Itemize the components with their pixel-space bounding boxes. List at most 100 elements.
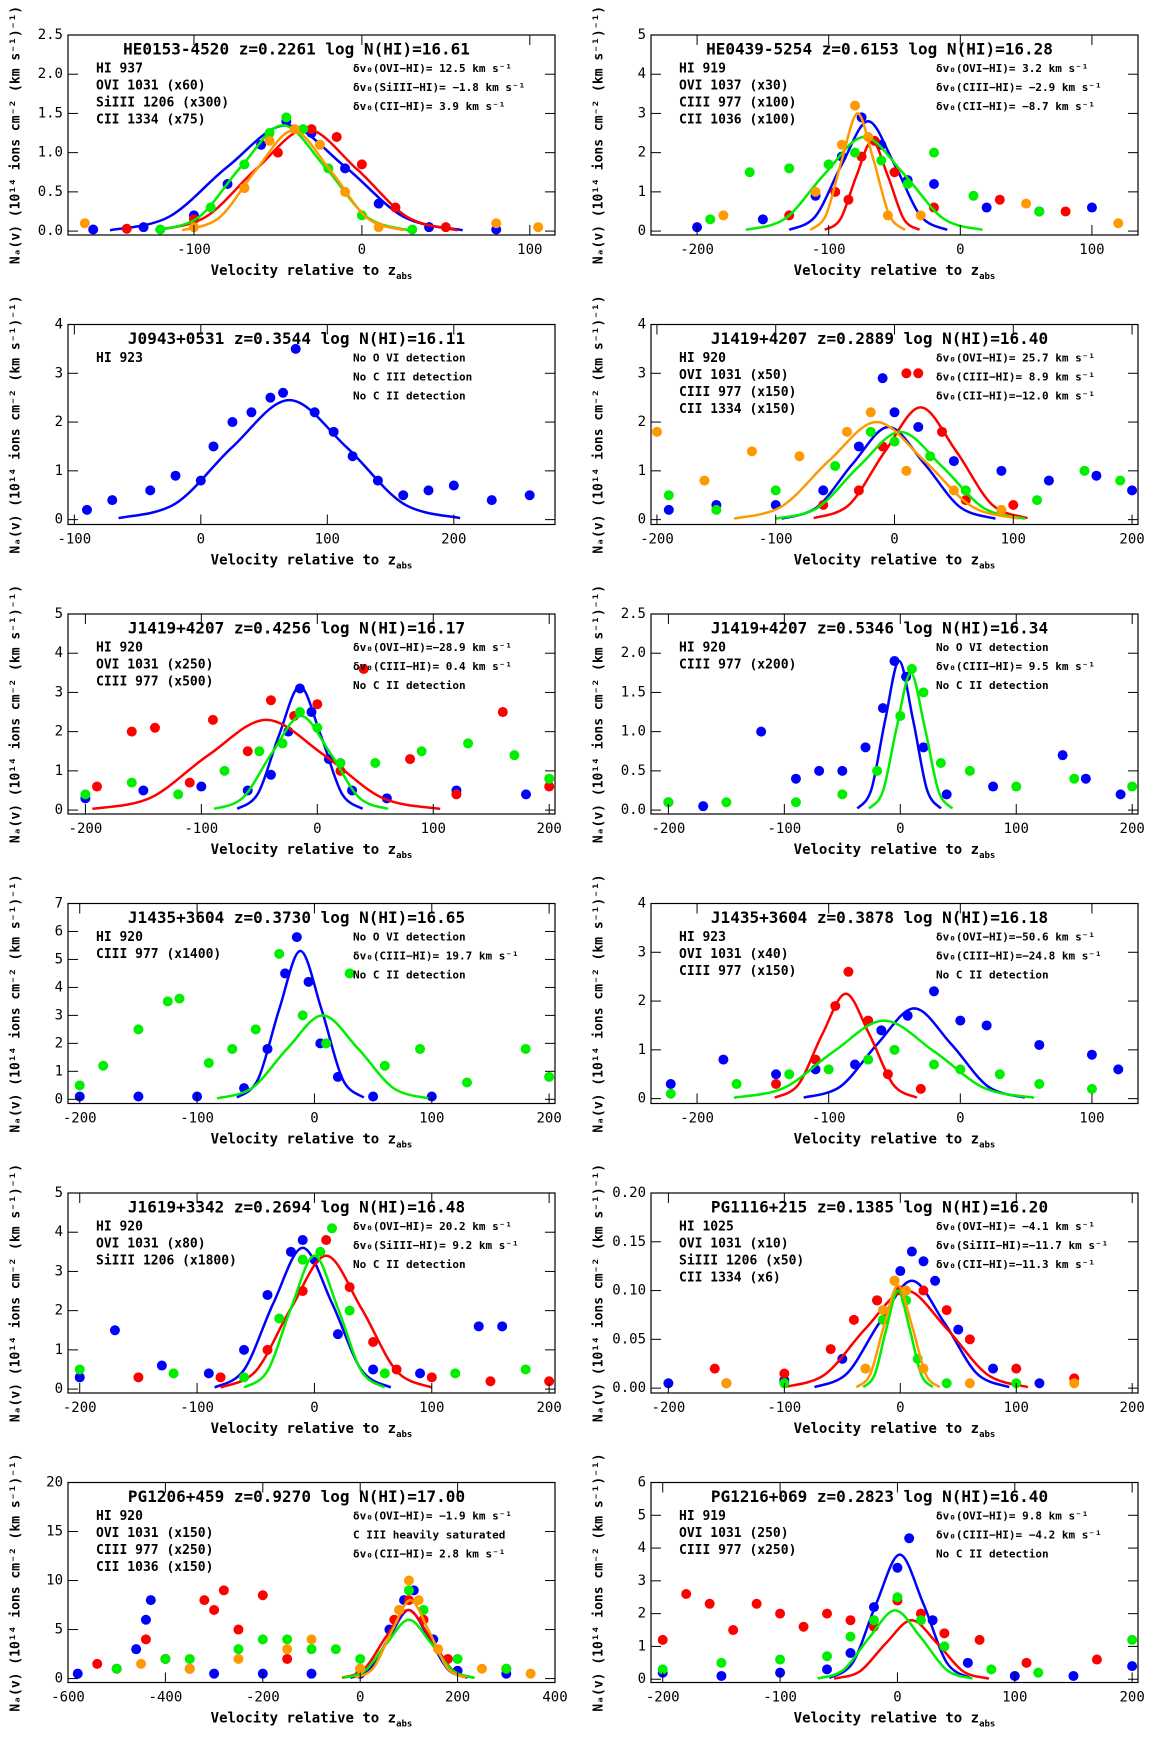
plot-area <box>692 100 1124 233</box>
legend-entry: OVI 1031 (x80) <box>96 1237 206 1252</box>
x-tick-label: 100 <box>1004 1400 1029 1416</box>
data-point <box>731 1078 742 1089</box>
legend-entry: HI 920 <box>679 641 726 656</box>
x-tick-label: -100 <box>812 1111 846 1127</box>
legend-entry: HI 920 <box>679 351 726 366</box>
y-tick-label: 2.0 <box>38 66 63 82</box>
legend-entry: OVI 1031 (250) <box>679 1526 789 1541</box>
annotation: No C II detection <box>353 1258 466 1271</box>
x-tick-label: -200 <box>63 1111 97 1127</box>
annotation: No C II detection <box>353 969 466 982</box>
x-tick-label: 100 <box>1001 532 1026 548</box>
panel-title: PG1206+459 z=0.9270 log N(HI)=17.00 <box>128 1487 465 1506</box>
y-tick-label: 4 <box>638 1540 646 1556</box>
data-point <box>843 966 854 977</box>
data-point <box>1034 206 1045 217</box>
data-point <box>501 1663 512 1674</box>
legend-entry: SiIII 1206 (x50) <box>679 1254 804 1269</box>
y-tick-label: 2 <box>638 1606 646 1622</box>
y-tick-label: 5 <box>638 1507 646 1523</box>
x-tick-label: 0 <box>896 1400 904 1416</box>
y-axis-label: Nₐ(v) (10¹⁴ ions cm⁻² (km s⁻¹)⁻¹) <box>9 585 24 843</box>
data-point <box>416 746 427 757</box>
annotation: No O VI detection <box>353 352 466 365</box>
data-point <box>133 1372 144 1383</box>
data-point <box>91 781 102 792</box>
y-tick-label: 4 <box>638 896 646 912</box>
data-point <box>850 100 861 111</box>
legend-entry: SiIII 1206 (x1800) <box>96 1254 237 1269</box>
x-axis-label-sub: abs <box>396 561 412 571</box>
legend-entry: HI 923 <box>96 351 143 366</box>
y-tick-label: 0 <box>638 1091 646 1107</box>
data-point <box>981 202 992 213</box>
data-point <box>996 465 1007 476</box>
data-point <box>265 769 276 780</box>
plot-area <box>663 656 1138 812</box>
x-tick-label: 200 <box>536 1111 561 1127</box>
data-point <box>306 1644 317 1655</box>
x-axis-label: Velocity relative to zabs <box>794 842 996 861</box>
data-point <box>825 1344 836 1355</box>
x-tick-label: -100 <box>57 532 91 548</box>
data-point <box>174 993 185 1004</box>
y-tick-label: 2 <box>55 724 63 740</box>
data-point <box>928 1059 939 1070</box>
data-point <box>242 746 253 757</box>
data-point <box>461 1077 472 1088</box>
data-point <box>107 495 118 506</box>
y-tick-label: 7 <box>55 896 63 912</box>
legend-entry: CIII 977 (x100) <box>679 96 796 111</box>
x-axis-label-main: Velocity relative to z <box>794 1132 979 1148</box>
annotation: δv₀(CII−HI)= 2.8 km s⁻¹ <box>353 1548 505 1561</box>
x-tick-label: -200 <box>63 1400 97 1416</box>
x-axis-label: Velocity relative to zabs <box>794 553 996 572</box>
data-point <box>184 1663 195 1674</box>
data-point <box>315 1246 326 1257</box>
x-tick-label: -100 <box>180 1400 214 1416</box>
data-point <box>790 797 801 808</box>
data-point <box>716 1657 727 1668</box>
data-point <box>955 1015 966 1026</box>
x-tick-label: 0 <box>956 242 964 258</box>
panel-title: J1419+4207 z=0.5346 log N(HI)=16.34 <box>711 619 1048 638</box>
data-point <box>321 1235 332 1246</box>
fit-curve <box>828 1553 971 1680</box>
data-point <box>246 407 257 418</box>
y-axis-label: Nₐ(v) (10¹⁴ ions cm⁻² (km s⁻¹)⁻¹) <box>592 1453 607 1711</box>
y-tick-label: 5 <box>55 1185 63 1201</box>
x-tick-label: -100 <box>759 532 793 548</box>
y-tick-label: 3 <box>55 1007 63 1023</box>
data-point <box>497 707 508 718</box>
annotation: δv₀(SiIII−HI)= −1.8 km s⁻¹ <box>353 81 525 94</box>
data-point <box>250 1024 261 1035</box>
annotation: δv₀(CII−HI)= 3.9 km s⁻¹ <box>353 100 505 113</box>
legend-entry: OVI 1031 (x10) <box>679 1237 789 1252</box>
data-point <box>863 1054 874 1065</box>
data-point <box>868 1615 879 1626</box>
x-axis-label-main: Velocity relative to z <box>211 1711 396 1727</box>
data-point <box>138 785 149 796</box>
data-point <box>665 1078 676 1089</box>
x-tick-label: -100 <box>177 242 211 258</box>
data-point <box>876 155 887 166</box>
data-point <box>1008 499 1019 510</box>
data-point <box>156 1360 167 1371</box>
data-point <box>986 1664 997 1675</box>
data-point <box>968 190 979 201</box>
annotation: No C II detection <box>936 1548 1049 1561</box>
data-point <box>256 139 267 150</box>
fit-curve <box>236 949 365 1099</box>
data-point <box>218 1585 229 1596</box>
fit-curve <box>733 1019 1035 1099</box>
data-point <box>822 1664 833 1675</box>
plot-area <box>663 1246 1080 1389</box>
data-point <box>173 789 184 800</box>
x-tick-label: 200 <box>1119 532 1144 548</box>
x-tick-label: -200 <box>246 1690 280 1706</box>
fit-curve <box>868 671 954 810</box>
annotation: δv₀(CII−HI)=−12.0 km s⁻¹ <box>936 390 1095 403</box>
data-point <box>663 797 674 808</box>
data-point <box>131 1644 142 1655</box>
data-point <box>109 1325 120 1336</box>
